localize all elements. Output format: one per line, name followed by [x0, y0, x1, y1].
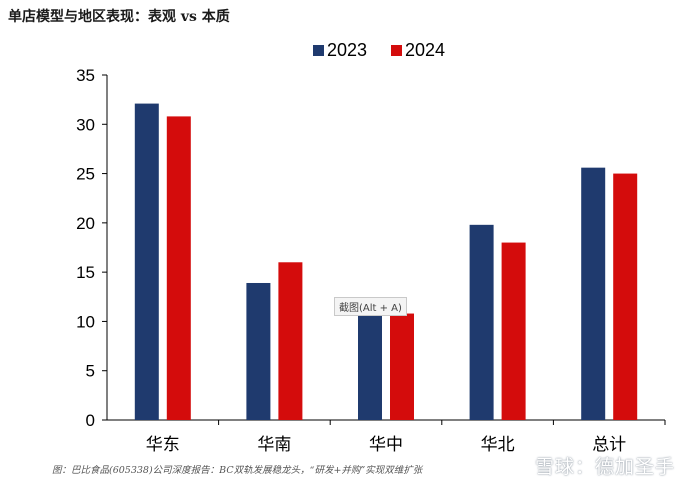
y-tick-label: 25: [76, 165, 95, 184]
bar-2024-总计: [613, 173, 638, 420]
bar-2023-华北: [469, 224, 494, 420]
legend-swatch-2023: [313, 45, 324, 56]
y-tick-label: 20: [76, 214, 95, 233]
y-tick-label: 10: [76, 312, 95, 331]
bar-2024-华北: [501, 242, 526, 420]
screenshot-tooltip: 截图(Alt + A): [334, 297, 407, 316]
bar-2024-华南: [278, 262, 303, 420]
bar-2024-华中: [390, 313, 414, 420]
bar-2024-华东: [166, 116, 191, 421]
legend-label-2024: 2024: [405, 40, 445, 60]
y-tick-label: 35: [76, 66, 95, 85]
x-tick-label: 华北: [481, 435, 515, 455]
y-tick-label: 30: [76, 115, 95, 134]
bar-2023-华南: [246, 282, 271, 420]
legend-label-2023: 2023: [327, 40, 367, 60]
watermark: 雪球：德加圣手: [534, 456, 675, 478]
bar-2023-总计: [581, 167, 606, 420]
source-note: 图：巴比食品(605338)公司深度报告：BC双轨发展稳龙头，“研发+并购”实现…: [52, 465, 423, 476]
chart-title: 单店模型与地区表现：表观 vs 本质: [8, 9, 230, 25]
legend-swatch-2024: [391, 45, 402, 56]
y-tick-label: 0: [86, 411, 95, 430]
x-tick-label: 华南: [257, 435, 291, 455]
x-tick-label: 总计: [592, 435, 626, 455]
y-tick-label: 15: [76, 263, 95, 282]
bar-2023-华东: [134, 103, 159, 420]
y-tick-label: 5: [86, 362, 95, 381]
bar-2023-华中: [358, 315, 382, 420]
x-tick-label: 华中: [369, 435, 403, 455]
x-tick-label: 华东: [146, 435, 180, 455]
